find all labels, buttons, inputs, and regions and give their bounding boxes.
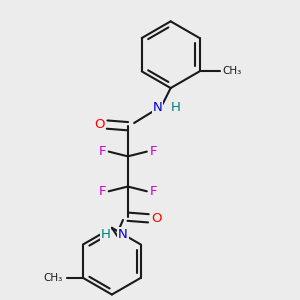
Text: O: O	[151, 212, 162, 225]
Text: CH₃: CH₃	[43, 273, 62, 283]
Text: O: O	[94, 118, 104, 131]
Text: H: H	[170, 100, 180, 114]
Text: F: F	[99, 185, 106, 198]
Text: F: F	[149, 145, 157, 158]
Text: H: H	[100, 228, 110, 241]
Text: N: N	[153, 100, 163, 114]
Text: CH₃: CH₃	[223, 66, 242, 76]
Text: F: F	[99, 145, 106, 158]
Text: N: N	[118, 228, 128, 241]
Text: F: F	[149, 185, 157, 198]
